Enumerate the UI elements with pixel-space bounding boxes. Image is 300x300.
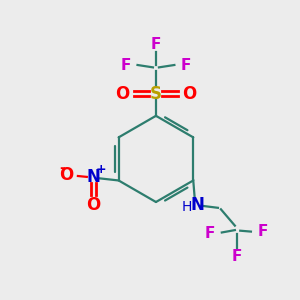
Text: -: -	[59, 161, 65, 175]
Text: F: F	[232, 249, 242, 264]
Text: F: F	[258, 224, 268, 239]
Text: +: +	[95, 163, 106, 176]
Text: N: N	[190, 196, 204, 214]
Text: N: N	[86, 168, 100, 186]
Text: H: H	[181, 200, 192, 214]
Text: O: O	[59, 166, 74, 184]
Text: F: F	[151, 37, 161, 52]
Text: F: F	[120, 58, 131, 74]
Text: F: F	[181, 58, 191, 74]
Text: O: O	[182, 85, 196, 103]
Text: O: O	[86, 196, 100, 214]
Text: O: O	[116, 85, 130, 103]
Text: S: S	[150, 85, 162, 103]
Text: F: F	[205, 226, 215, 241]
